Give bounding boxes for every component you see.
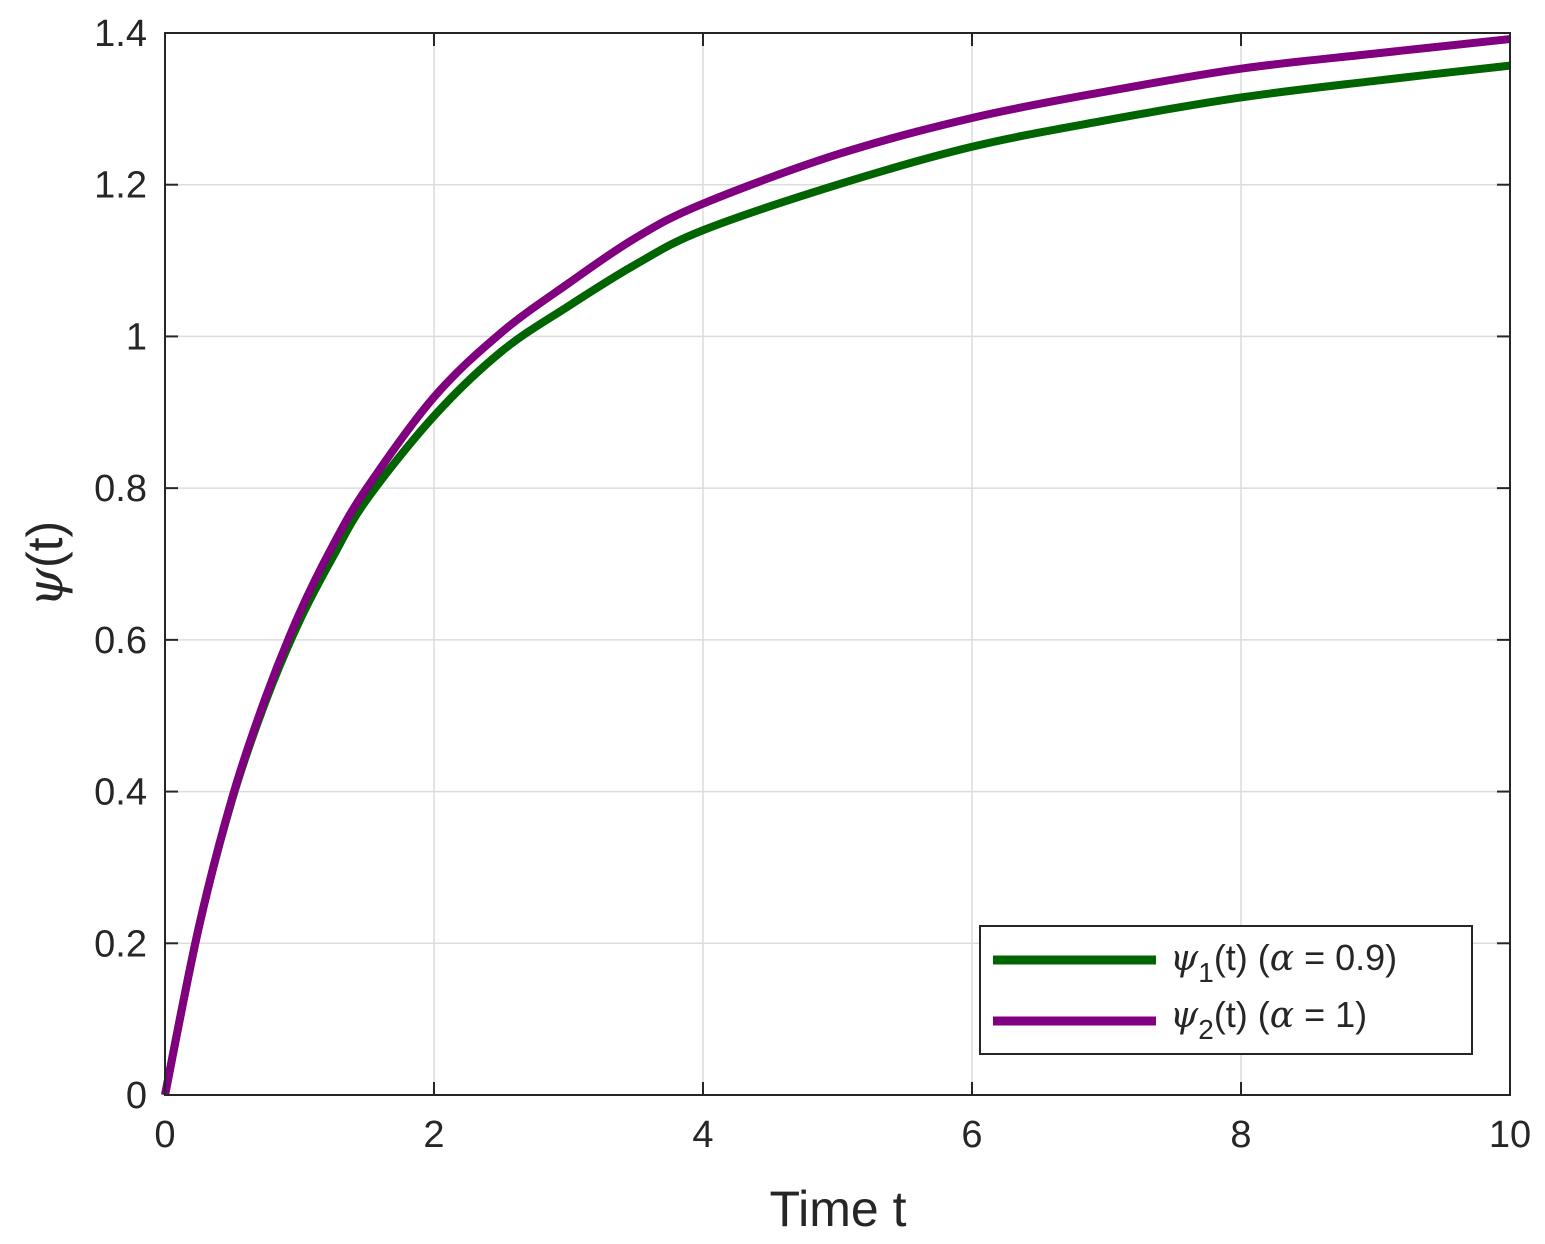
x-tick-label: 10: [1489, 1114, 1531, 1156]
y-tick-labels: 0 0.2 0.4 0.6 0.8 1 1.2 1.4: [94, 13, 147, 1117]
x-tick-labels: 0 2 4 6 8 10: [154, 1114, 1531, 1156]
x-tick-label: 6: [961, 1114, 982, 1156]
x-axis-title: Time t: [769, 1181, 906, 1237]
y-tick-label: 0.8: [94, 468, 147, 510]
y-tick-label: 0.6: [94, 620, 147, 662]
y-tick-label: 0.4: [94, 772, 147, 814]
y-tick-label: 1.2: [94, 165, 147, 207]
x-tick-label: 0: [154, 1114, 175, 1156]
svg-text:ψ(t): ψ(t): [16, 521, 74, 607]
x-tick-label: 2: [423, 1114, 444, 1156]
y-tick-label: 0.2: [94, 923, 147, 965]
legend-entry-2: ψ2(t) (α = 1): [993, 994, 1367, 1045]
series-layer: [161, 35, 1511, 1096]
y-axis-title: ψ(t): [16, 521, 74, 607]
x-tick-label: 4: [692, 1114, 713, 1156]
x-tick-label: 8: [1230, 1114, 1251, 1156]
legend-box: [979, 925, 1473, 1055]
legend: ψ1(t) (α = 0.9) ψ2(t) (α = 1): [979, 925, 1473, 1055]
plot-frame: [164, 32, 1511, 1096]
series-line-2: [161, 35, 1511, 1096]
axis-ticks: [164, 32, 1511, 1096]
plot-background: [165, 33, 1510, 1095]
legend-label-1: ψ1(t) (α = 0.9): [1170, 937, 1397, 988]
legend-label-2: ψ2(t) (α = 1): [1170, 994, 1367, 1045]
y-tick-label: 1: [126, 316, 147, 358]
legend-entry-1: ψ1(t) (α = 0.9): [993, 937, 1397, 988]
y-tick-label: 1.4: [94, 13, 147, 55]
y-tick-label: 0: [126, 1075, 147, 1117]
